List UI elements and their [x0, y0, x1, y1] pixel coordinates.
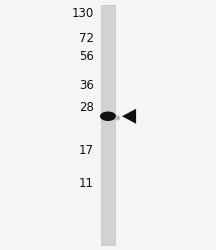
- Polygon shape: [122, 109, 136, 124]
- Ellipse shape: [115, 116, 120, 120]
- Ellipse shape: [100, 112, 116, 121]
- Text: 17: 17: [79, 144, 94, 156]
- Bar: [101, 5, 115, 245]
- Text: 72: 72: [79, 32, 94, 45]
- Text: 56: 56: [79, 50, 94, 63]
- Text: 36: 36: [79, 78, 94, 92]
- Text: 11: 11: [79, 177, 94, 190]
- Text: 130: 130: [72, 7, 94, 20]
- Text: 28: 28: [79, 101, 94, 114]
